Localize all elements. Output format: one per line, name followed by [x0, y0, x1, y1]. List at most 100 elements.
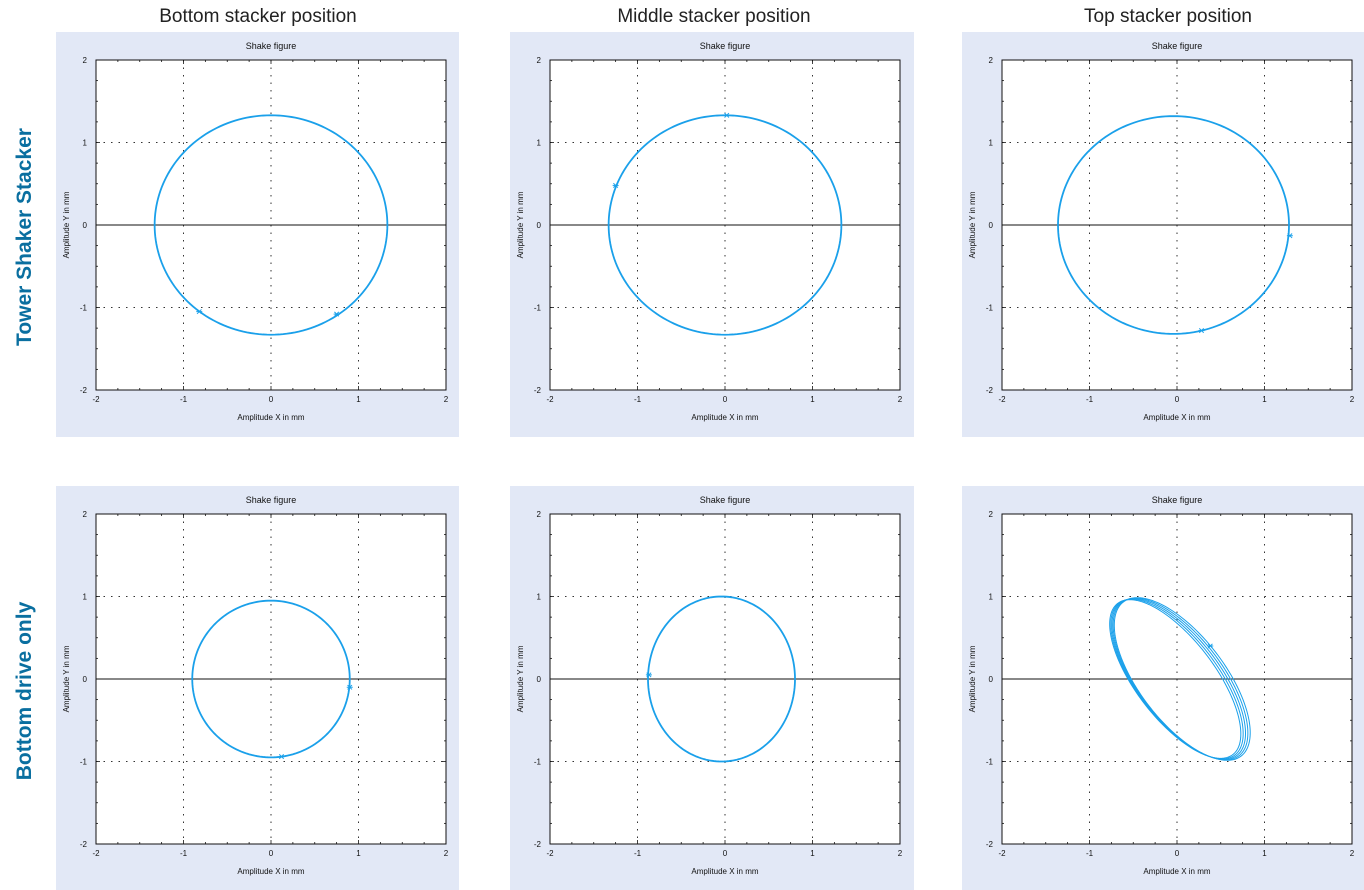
- shake-trace: [191, 599, 351, 759]
- chart-title: Shake figure: [246, 41, 297, 51]
- y-tick-label: -1: [534, 758, 542, 767]
- chart-title: Shake figure: [1152, 495, 1203, 505]
- y-tick-label: 0: [83, 221, 88, 230]
- x-tick-label: -1: [634, 849, 642, 858]
- marker-stroke: [613, 182, 619, 188]
- shake-figure-panel-row2-bottom: Shake figure -2 -1 0 1 2 -2 -1 0 1 2 Amplitude X in…: [56, 486, 459, 890]
- trace-marker: [645, 672, 652, 678]
- x-tick-label: -2: [998, 395, 1006, 404]
- shake-figure-chart: Shake figure -2 -1 0 1 2 -2 -1 0 1 2 Amplitude X in…: [968, 41, 1355, 422]
- x-tick-label: 0: [723, 849, 728, 858]
- y-tick-label: 1: [83, 593, 88, 602]
- y-tick-label: 1: [537, 593, 542, 602]
- y-tick-label: 1: [537, 139, 542, 148]
- shake-figure-panel-row2-top: Shake figure -2 -1 0 1 2 -2 -1 0 1 2 Amplitude X in…: [962, 486, 1364, 890]
- x-tick-label: 1: [356, 395, 361, 404]
- x-axis-label: Amplitude X in mm: [1143, 867, 1210, 876]
- chart-title: Shake figure: [1152, 41, 1203, 51]
- x-tick-label: 2: [444, 849, 449, 858]
- trace-marker: [723, 112, 730, 118]
- y-tick-label: 1: [83, 139, 88, 148]
- x-tick-label: -2: [546, 395, 554, 404]
- trace-marker: [612, 182, 619, 188]
- x-tick-label: -1: [180, 849, 188, 858]
- chart-title: Shake figure: [700, 495, 751, 505]
- plot-frame: [549, 59, 901, 391]
- row-header-tower-shaker-stacker: Tower Shaker Stacker: [13, 128, 36, 346]
- marker-stroke: [646, 672, 652, 678]
- x-tick-label: 0: [269, 849, 274, 858]
- x-axis-label: Amplitude X in mm: [1143, 413, 1210, 422]
- y-tick-label: 1: [989, 593, 994, 602]
- shake-trace: [1109, 599, 1242, 759]
- y-tick-label: -1: [80, 304, 88, 313]
- shake-trace: [1112, 597, 1249, 761]
- y-tick-label: 2: [989, 510, 994, 519]
- y-tick-label: -2: [80, 386, 88, 395]
- trace-marker: [1207, 643, 1214, 649]
- marker-stroke: [1198, 328, 1205, 334]
- trace-marker: [333, 311, 340, 317]
- shake-figure-chart: Shake figure -2 -1 0 1 2 -2 -1 0 1 2 Amplitude X in…: [516, 495, 903, 876]
- y-tick-label: -2: [534, 386, 542, 395]
- plot-frame: [1001, 59, 1353, 391]
- x-tick-label: 0: [269, 395, 274, 404]
- y-tick-label: -1: [534, 304, 542, 313]
- shake-trace: [1057, 115, 1290, 335]
- plot-frame: [95, 59, 447, 391]
- shake-trace: [1110, 598, 1244, 760]
- x-tick-label: -2: [92, 395, 100, 404]
- y-axis-label: Amplitude Y in mm: [62, 191, 71, 258]
- column-header-bottom-stacker: Bottom stacker position: [159, 6, 357, 27]
- shake-figure-panel-row1-top: Shake figure -2 -1 0 1 2 -2 -1 0 1 2 Amplitude X in…: [962, 32, 1364, 437]
- x-tick-label: 2: [444, 395, 449, 404]
- shake-figure-chart: Shake figure -2 -1 0 1 2 -2 -1 0 1 2 Amplitude X in…: [62, 41, 449, 422]
- shake-trace: [647, 595, 796, 763]
- y-tick-label: -2: [986, 386, 994, 395]
- x-tick-label: 2: [1350, 395, 1355, 404]
- x-tick-label: -2: [546, 849, 554, 858]
- x-tick-label: 0: [1175, 395, 1180, 404]
- y-axis-label: Amplitude Y in mm: [516, 645, 525, 712]
- y-tick-label: 2: [83, 56, 88, 65]
- x-tick-label: -1: [1086, 849, 1094, 858]
- chart-title: Shake figure: [700, 41, 751, 51]
- shake-trace: [607, 114, 843, 336]
- y-tick-label: -2: [80, 840, 88, 849]
- column-header-middle-stacker: Middle stacker position: [617, 6, 811, 27]
- y-tick-label: -2: [986, 840, 994, 849]
- x-axis-label: Amplitude X in mm: [691, 413, 758, 422]
- x-tick-label: 0: [723, 395, 728, 404]
- y-tick-label: 0: [989, 221, 994, 230]
- trace-marker: [1198, 328, 1205, 334]
- marker-stroke: [278, 753, 285, 760]
- y-tick-label: 2: [537, 56, 542, 65]
- x-tick-label: -1: [1086, 395, 1094, 404]
- x-tick-label: 1: [1262, 395, 1267, 404]
- x-tick-label: 2: [898, 849, 903, 858]
- x-tick-label: 1: [810, 395, 815, 404]
- plot-frame: [95, 513, 447, 845]
- marker-stroke: [196, 309, 202, 315]
- y-tick-label: 0: [83, 675, 88, 684]
- trace-marker: [1286, 233, 1293, 239]
- y-axis-label: Amplitude Y in mm: [516, 191, 525, 258]
- shake-figure-chart: Shake figure -2 -1 0 1 2 -2 -1 0 1 2 Amplitude X in…: [62, 495, 449, 876]
- y-tick-label: 0: [537, 221, 542, 230]
- shake-figure-chart: Shake figure -2 -1 0 1 2 -2 -1 0 1 2 Amplitude X in…: [516, 41, 903, 422]
- y-tick-label: -1: [986, 758, 994, 767]
- shake-trace: [1111, 598, 1246, 760]
- x-tick-label: 0: [1175, 849, 1180, 858]
- x-axis-label: Amplitude X in mm: [691, 867, 758, 876]
- x-tick-label: 1: [810, 849, 815, 858]
- shake-figure-panel-row1-bottom: Shake figure -2 -1 0 1 2 -2 -1 0 1 2 Amplitude X in…: [56, 32, 459, 437]
- marker-stroke: [334, 311, 340, 317]
- marker-stroke: [1287, 233, 1293, 239]
- marker-stroke: [724, 112, 730, 118]
- x-tick-label: 1: [1262, 849, 1267, 858]
- trace-marker: [278, 753, 285, 760]
- marker-stroke: [347, 684, 353, 690]
- y-tick-label: 2: [537, 510, 542, 519]
- shake-trace: [1113, 597, 1251, 761]
- y-tick-label: 1: [989, 139, 994, 148]
